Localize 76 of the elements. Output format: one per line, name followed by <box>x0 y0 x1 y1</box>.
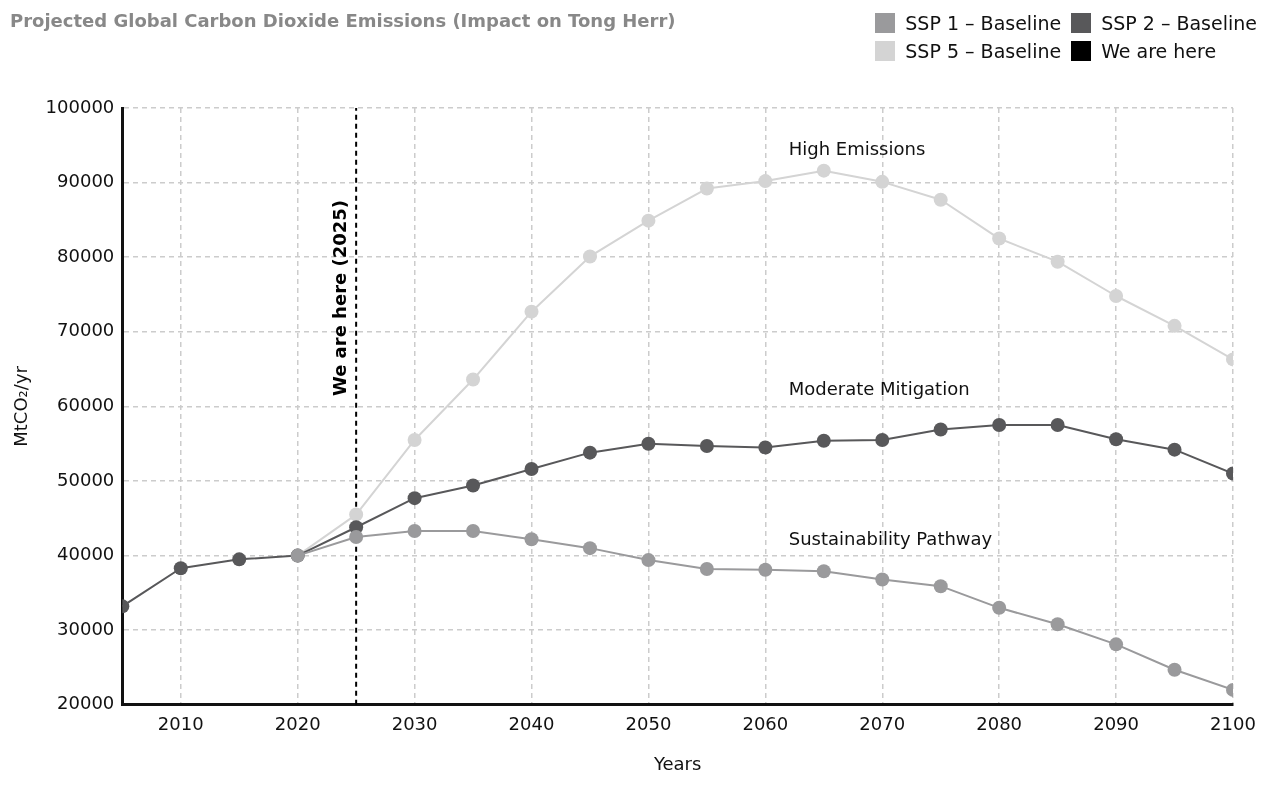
x-tick-label: 2100 <box>1210 713 1256 735</box>
y-tick-label: 90000 <box>57 170 115 192</box>
point <box>349 529 364 544</box>
x-axis-title: Years <box>652 752 702 774</box>
point <box>173 561 188 576</box>
y-tick-label: 20000 <box>57 692 115 714</box>
point <box>407 523 422 538</box>
legend-label: SSP 1 – Baseline <box>905 12 1062 34</box>
x-tick-label: 2070 <box>859 713 906 735</box>
point <box>992 600 1007 615</box>
annotation: We are here (2025) <box>328 199 350 397</box>
y-tick-label: 60000 <box>57 394 115 416</box>
annotation: Sustainability Pathway <box>788 527 993 549</box>
point <box>524 462 539 477</box>
point <box>1050 254 1065 269</box>
point <box>641 436 656 451</box>
legend-label: SSP 2 – Baseline <box>1101 12 1257 34</box>
point <box>349 507 364 522</box>
point <box>582 541 597 556</box>
point <box>758 562 773 577</box>
point <box>466 523 481 538</box>
point <box>407 432 422 447</box>
point <box>875 174 890 189</box>
point <box>699 562 714 577</box>
annotation: Moderate Mitigation <box>788 377 970 399</box>
point <box>524 304 539 319</box>
legend-label: We are here <box>1101 40 1217 62</box>
point <box>641 553 656 568</box>
x-tick-label: 2040 <box>508 713 555 735</box>
point <box>232 552 247 567</box>
x-tick-label: 2030 <box>391 713 438 735</box>
point <box>816 564 831 579</box>
annotation: High Emissions <box>788 137 926 159</box>
point <box>466 372 481 387</box>
point <box>582 249 597 264</box>
point <box>875 432 890 447</box>
x-tick-label: 2080 <box>976 713 1023 735</box>
point <box>1109 432 1124 447</box>
y-tick-label: 100000 <box>45 95 115 117</box>
point <box>933 422 948 437</box>
point <box>466 478 481 493</box>
x-tick-label: 2090 <box>1093 713 1139 735</box>
point <box>875 572 890 587</box>
chart-title: Projected Global Carbon Dioxide Emissions (Impact on Tong Herr) <box>10 10 676 31</box>
x-tick-label: 2060 <box>742 713 789 735</box>
x-tick-label: 2050 <box>625 713 672 735</box>
x-tick-label: 2020 <box>274 713 321 735</box>
point <box>582 445 597 460</box>
point <box>407 491 422 506</box>
legend-label: SSP 5 – Baseline <box>905 40 1062 62</box>
y-tick-label: 50000 <box>57 468 115 490</box>
point <box>1167 318 1182 333</box>
y-tick-label: 70000 <box>57 319 115 341</box>
point <box>992 418 1007 433</box>
point <box>758 440 773 455</box>
point <box>758 174 773 189</box>
point <box>1050 418 1065 433</box>
point <box>1167 662 1182 677</box>
point <box>992 231 1007 246</box>
point <box>816 163 831 178</box>
point <box>1167 442 1182 457</box>
point <box>933 579 948 594</box>
y-tick-label: 40000 <box>57 543 115 565</box>
point <box>1050 617 1065 632</box>
x-tick-label: 2010 <box>157 713 204 735</box>
point <box>1109 637 1124 652</box>
point <box>816 433 831 448</box>
point <box>641 213 656 228</box>
y-axis-title: MtCO₂/yr <box>10 365 32 447</box>
point <box>699 438 714 453</box>
y-tick-label: 30000 <box>57 617 115 639</box>
point <box>1109 288 1124 303</box>
y-tick-label: 80000 <box>57 244 115 266</box>
point <box>699 181 714 196</box>
point <box>524 532 539 547</box>
point <box>933 192 948 207</box>
